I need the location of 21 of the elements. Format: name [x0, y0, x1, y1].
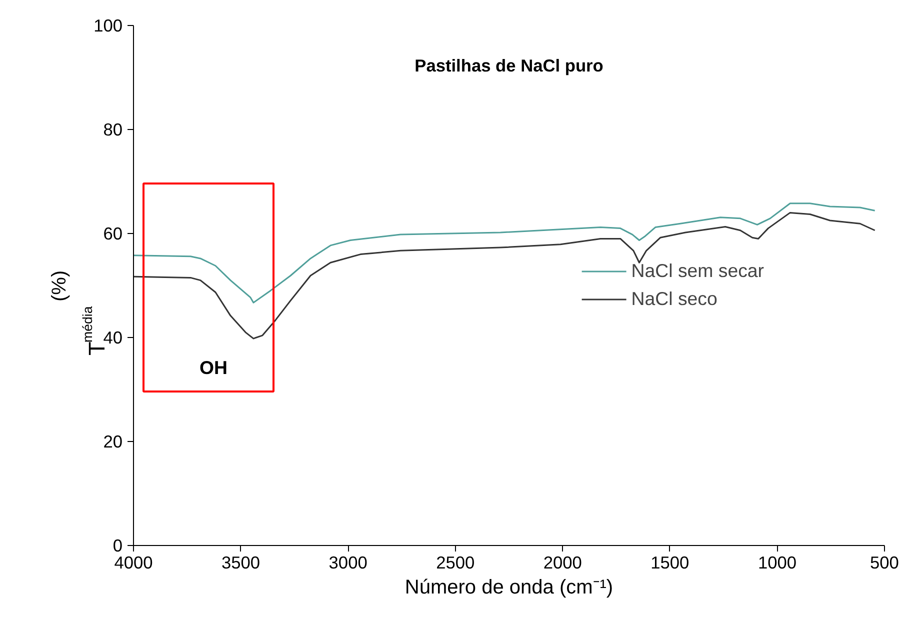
y-tick-label: 60 — [103, 224, 123, 244]
y-tick-label: 0 — [112, 536, 123, 556]
annotation: OH — [200, 357, 228, 378]
x-tick-label: 1000 — [758, 552, 797, 572]
line-series — [134, 202, 876, 304]
x-tick-label: 3000 — [328, 552, 368, 572]
x-tick-label: 2000 — [543, 552, 582, 572]
legend-label: NaCl seco — [631, 288, 718, 310]
text: Pastilhas de NaCl puro — [414, 56, 604, 76]
y-tick-label: 20 — [103, 432, 123, 452]
x-tick-label: 500 — [870, 552, 899, 572]
x-tick-label: 1500 — [650, 552, 690, 572]
x-axis-title: Número de onda (cm⁻¹) — [404, 576, 614, 598]
y-tick-label: 80 — [103, 120, 123, 140]
x-tick-label: 4000 — [114, 552, 153, 572]
x-tick-label: 2500 — [436, 552, 475, 572]
line-series — [134, 212, 876, 340]
x-tick-label: 3500 — [222, 552, 260, 572]
y-tick-label: 40 — [103, 328, 123, 348]
y-tick-label: 100 — [94, 16, 123, 36]
legend-label: NaCl sem secar — [631, 260, 764, 282]
